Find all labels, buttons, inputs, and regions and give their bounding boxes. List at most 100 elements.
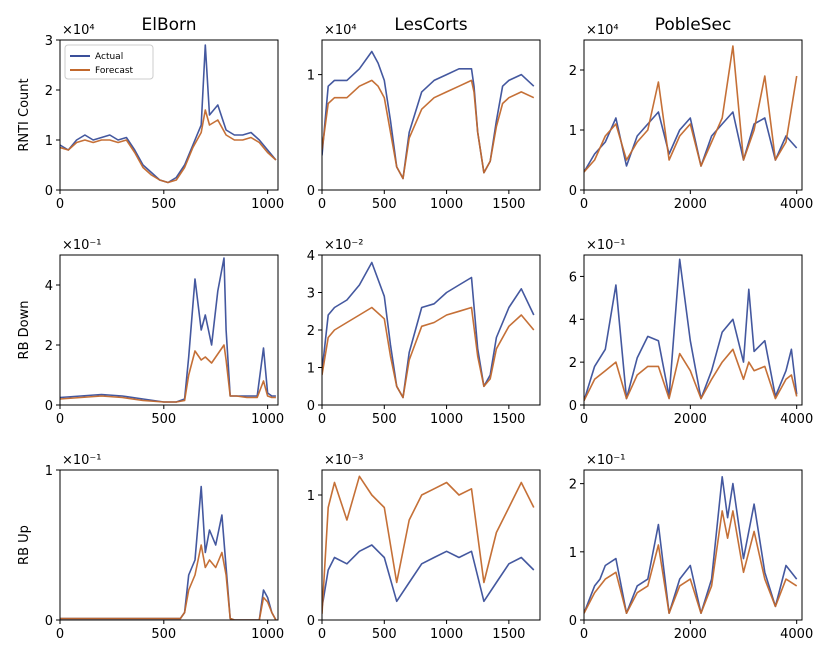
axis-multiplier: ×10⁻²	[324, 238, 364, 253]
x-tick-label: 0	[56, 197, 64, 212]
y-tick-label: 0	[307, 399, 315, 414]
x-tick-label: 0	[56, 627, 64, 642]
axis-multiplier: ×10⁻³	[324, 453, 364, 468]
y-tick-label: 2	[569, 64, 577, 79]
series-line-actual	[60, 44, 277, 184]
series-line-forecast	[60, 109, 277, 184]
series-line-forecast	[584, 348, 798, 402]
x-tick-label: 500	[372, 627, 397, 642]
column-title-0: ElBorn	[142, 15, 197, 35]
panel-5: 0 2000 4000 0 2 4 6 ×10⁻¹	[569, 238, 814, 427]
y-tick-label: 1	[569, 546, 577, 561]
x-tick-label: 0	[580, 197, 588, 212]
y-tick-label: 2	[307, 324, 315, 339]
axes-frame	[59, 254, 279, 406]
axis-multiplier: ×10⁴	[586, 23, 619, 38]
y-tick-label: 0	[307, 184, 315, 199]
series-line-actual	[60, 257, 276, 403]
y-tick-label: 4	[569, 313, 577, 328]
axes-frame	[59, 39, 279, 191]
y-tick-label: 1	[307, 489, 315, 504]
series-line-actual	[322, 544, 535, 608]
axis-multiplier: ×10⁻¹	[62, 453, 102, 468]
axes-frame	[321, 469, 541, 621]
y-tick-label: 2	[569, 356, 577, 371]
x-tick-label: 500	[151, 627, 176, 642]
y-tick-label: 0	[45, 614, 53, 629]
x-tick-label: 1500	[492, 412, 525, 427]
x-tick-label: 0	[580, 627, 588, 642]
y-tick-label: 3	[307, 287, 315, 302]
x-tick-label: 1500	[492, 627, 525, 642]
series-line-forecast	[60, 344, 276, 403]
series-line-actual	[584, 111, 798, 173]
x-tick-label: 0	[318, 627, 326, 642]
axis-multiplier: ×10⁴	[62, 23, 95, 38]
column-title-2: PobleSec	[655, 15, 732, 35]
series-line-forecast	[60, 544, 277, 620]
legend-label-actual: Actual	[95, 52, 123, 62]
x-tick-label: 0	[56, 412, 64, 427]
x-tick-label: 1000	[251, 412, 284, 427]
axes-frame	[583, 254, 803, 406]
x-tick-label: 500	[372, 197, 397, 212]
y-tick-label: 2	[45, 339, 53, 354]
x-tick-label: 4000	[780, 627, 813, 642]
axis-multiplier: ×10⁴	[324, 23, 357, 38]
series-line-forecast	[322, 306, 535, 399]
y-tick-label: 1	[307, 362, 315, 377]
row-label-0: RNTI Count	[17, 78, 32, 151]
axes-frame	[59, 469, 279, 621]
y-tick-label: 1	[569, 124, 577, 139]
x-tick-label: 1000	[251, 197, 284, 212]
panel-7: 0 500 1000 1500 0 1 ×10⁻³	[307, 453, 541, 642]
panel-6: 0 500 1000 0 1 ×10⁻¹	[45, 453, 284, 642]
series-line-actual	[584, 475, 798, 615]
x-tick-label: 500	[372, 412, 397, 427]
y-tick-label: 0	[45, 184, 53, 199]
x-tick-label: 1000	[430, 627, 463, 642]
x-tick-label: 0	[318, 412, 326, 427]
y-tick-label: 2	[45, 84, 53, 99]
y-tick-label: 2	[569, 478, 577, 493]
axis-multiplier: ×10⁻¹	[586, 453, 626, 468]
axis-multiplier: ×10⁻¹	[62, 238, 102, 253]
series-line-forecast	[322, 79, 535, 180]
x-tick-label: 2000	[674, 197, 707, 212]
x-tick-label: 1000	[430, 412, 463, 427]
x-tick-label: 2000	[674, 412, 707, 427]
series-line-forecast	[322, 475, 535, 614]
row-label-2: RB Up	[17, 525, 32, 565]
series-line-forecast	[584, 510, 798, 615]
y-tick-label: 0	[569, 614, 577, 629]
x-tick-label: 1500	[492, 197, 525, 212]
y-tick-label: 6	[569, 270, 577, 285]
y-tick-label: 1	[45, 464, 53, 479]
row-label-1: RB Down	[17, 301, 32, 360]
axes-frame	[321, 39, 541, 191]
y-tick-label: 0	[569, 399, 577, 414]
legend-label-forecast: Forecast	[95, 66, 134, 76]
panel-0: 0 500 1000 0 1 2 3 ×10⁴ Actual Forecast	[45, 23, 284, 212]
y-tick-label: 1	[307, 69, 315, 84]
series-line-forecast	[584, 45, 798, 173]
y-tick-label: 0	[45, 399, 53, 414]
x-tick-label: 4000	[780, 412, 813, 427]
x-tick-label: 0	[318, 197, 326, 212]
axes-frame	[583, 39, 803, 191]
panel-2: 0 2000 4000 0 1 2 ×10⁴	[569, 23, 814, 212]
series-line-actual	[60, 485, 277, 620]
column-title-1: LesCorts	[394, 15, 467, 35]
y-tick-label: 4	[45, 279, 53, 294]
x-tick-label: 500	[151, 412, 176, 427]
y-tick-label: 3	[45, 34, 53, 49]
panel-1: 0 500 1000 1500 0 1 ×10⁴	[307, 23, 541, 212]
y-tick-label: 0	[569, 184, 577, 199]
axes-frame	[583, 469, 803, 621]
panel-3: 0 500 1000 0 2 4 ×10⁻¹	[45, 238, 284, 427]
x-tick-label: 2000	[674, 627, 707, 642]
panel-4: 0 500 1000 1500 0 1 2 3 4 ×10⁻²	[307, 238, 541, 427]
series-line-actual	[584, 258, 798, 401]
series-line-actual	[322, 261, 535, 399]
